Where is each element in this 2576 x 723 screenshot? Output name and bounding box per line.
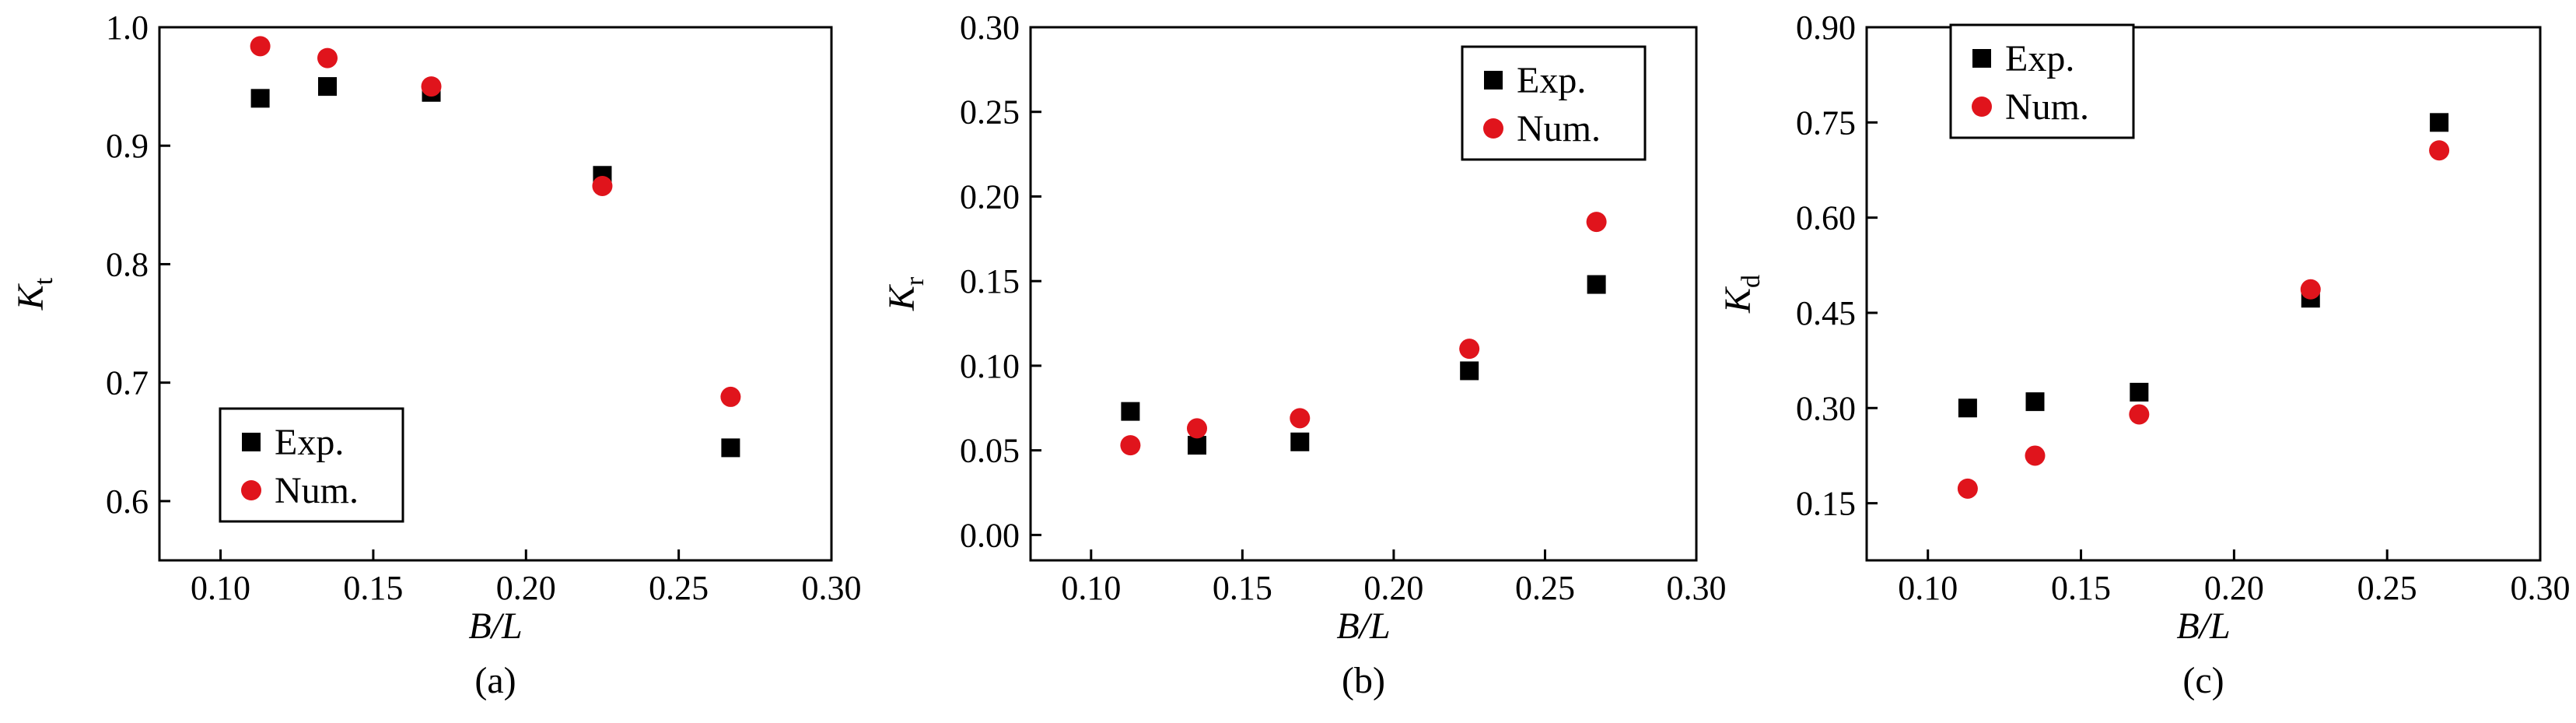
y-axis-label: Kt [10,277,58,311]
point-num [1120,435,1141,456]
x-axis-label: B/L [468,605,522,647]
legend-label: Exp. [1517,60,1586,101]
legend-box [1949,23,2135,139]
y-tick-label: 0.60 [1796,199,1856,237]
y-tick-label: 0.45 [1796,294,1856,332]
plot-frame-c [1865,26,2542,562]
point-num [1957,478,1978,499]
legend: Exp. Num. [1461,45,1647,161]
x-tick-label: 0.30 [1667,569,1727,607]
y-tick-label: 0.6 [106,483,149,521]
x-tick-label: 0.30 [2511,569,2571,607]
legend-marker-num [1972,97,1992,117]
x-tick-label: 0.10 [191,569,250,607]
y-tick-label: 1.0 [106,9,149,47]
legend-box [219,407,404,523]
point-num [2300,279,2321,300]
legend-marker-num [1483,118,1503,139]
panel-c: 0.10 0.15 0.20 0.25 0.30 0.15 0.30 0.45 0.60 0.75… [1717,9,2571,701]
legend-marker-exp [1484,71,1503,89]
plot-frame-b [1029,26,1698,562]
y-axis-label: Kr [881,276,929,311]
x-tick-label: 0.25 [2357,569,2417,607]
y-tick-label: 0.75 [1796,104,1856,142]
point-num [1459,339,1480,360]
x-tick-label: 0.15 [2051,569,2111,607]
panel-caption: (a) [474,660,516,701]
point-num [421,76,442,97]
point-num [592,175,613,196]
legend-marker-num [241,480,261,500]
y-tick-label: 0.90 [1796,9,1856,47]
x-tick-label: 0.15 [1213,569,1272,607]
x-tick-label: 0.25 [1515,569,1575,607]
point-num [2129,404,2150,425]
point-num [1187,418,1207,439]
legend: Exp. Num. [219,407,404,523]
legend-label: Exp. [275,422,344,463]
y-axis-label: Kd [1717,275,1766,314]
point-num [1586,212,1607,233]
panel-b: 0.10 0.15 0.20 0.25 0.30 0.00 0.05 0.10 0.15 0.20… [881,9,1727,701]
panel-caption: (c) [2182,660,2224,701]
y-tick-label: 0.10 [960,347,1020,385]
x-tick-label: 0.20 [496,569,556,607]
x-tick-label: 0.10 [1898,569,1958,607]
y-tick-label: 0.7 [106,364,149,402]
legend-marker-exp [242,433,261,451]
x-tick-label: 0.30 [802,569,862,607]
point-exp [1460,361,1479,381]
x-axis-label: B/L [1336,605,1390,647]
legend-label: Exp. [2005,38,2074,79]
point-exp [721,438,740,458]
legend-label: Num. [1517,108,1601,149]
legend-box [1461,45,1647,161]
point-exp [318,77,337,97]
y-tick-label: 0.05 [960,432,1020,470]
point-exp [1121,402,1140,421]
point-exp [1188,436,1206,455]
x-tick-label: 0.20 [2204,569,2264,607]
y-tick-label: 0.15 [960,262,1020,300]
point-num [720,386,741,407]
y-tick-label: 0.30 [960,9,1020,47]
point-exp [1290,432,1310,451]
y-tick-label: 0.9 [106,127,149,165]
legend-label: Num. [2005,86,2089,128]
legend-marker-exp [1972,49,1991,68]
point-num [317,47,338,68]
point-exp [1587,275,1606,294]
point-num [250,36,271,57]
y-tick-label: 0.00 [960,516,1020,554]
y-tick-label: 0.25 [960,93,1020,132]
point-exp [1958,398,1977,418]
x-tick-label: 0.20 [1363,569,1423,607]
y-tick-label: 0.30 [1796,389,1856,427]
x-axis-label: B/L [2176,605,2230,647]
x-tick-label: 0.15 [343,569,403,607]
point-exp [2025,392,2045,412]
point-num [2429,140,2450,161]
point-num [2025,445,2046,466]
plot-frame-a [158,26,833,562]
x-tick-label: 0.10 [1061,569,1121,607]
y-tick-label: 0.15 [1796,485,1856,523]
panel-a: 0.10 0.15 0.20 0.25 0.30 0.6 0.7 0.8 0.9 1.0 B/L Kt… [10,9,862,701]
point-exp [250,89,270,108]
point-exp [2130,382,2149,402]
point-num [1290,408,1311,429]
panel-caption: (b) [1342,660,1385,701]
y-tick-label: 0.20 [960,177,1020,216]
x-tick-label: 0.25 [649,569,709,607]
point-exp [2430,113,2449,132]
y-tick-label: 0.8 [106,245,149,283]
legend: Exp. Num. [1949,23,2135,139]
legend-label: Num. [275,470,359,511]
